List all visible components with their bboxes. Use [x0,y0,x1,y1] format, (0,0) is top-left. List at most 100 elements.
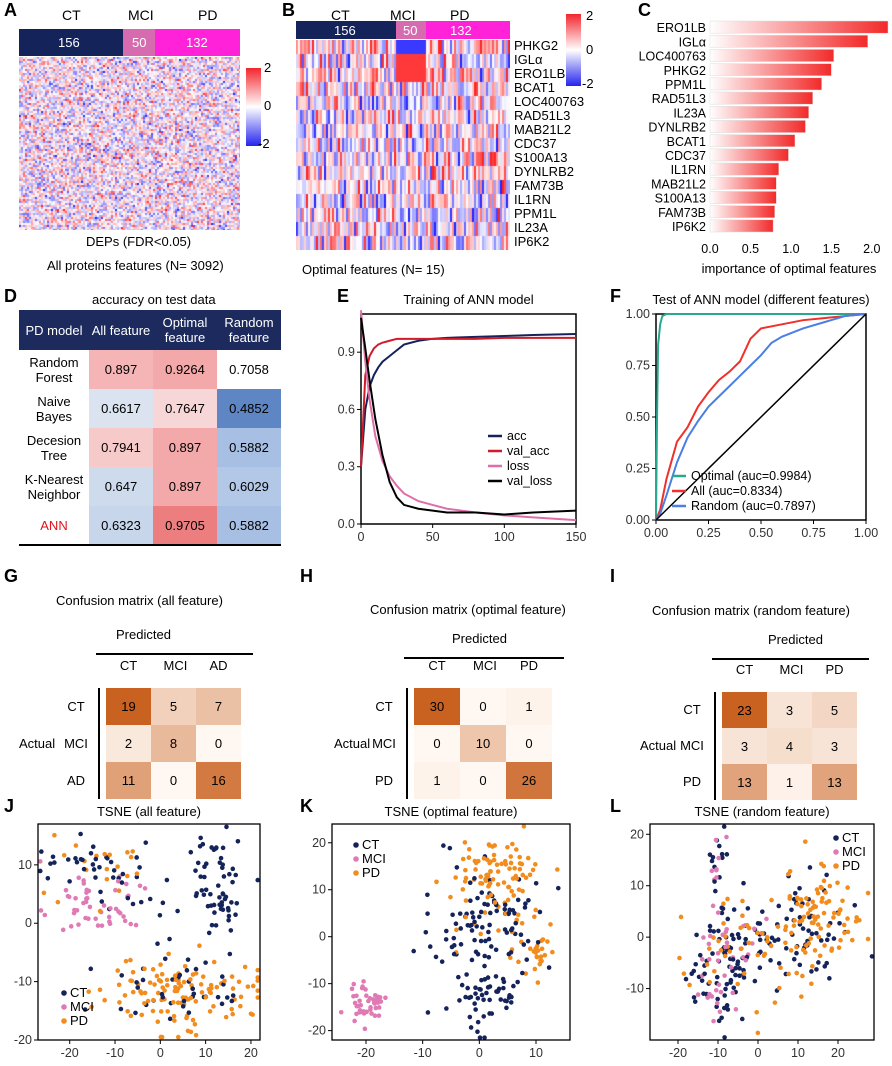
legend-label: val_acc [507,444,549,458]
accuracy-table-row: K-Nearest Neighbor 0.647 0.897 0.6029 [19,467,281,506]
tsne-point [707,933,713,939]
tsne-point [714,974,720,980]
tsne-point [467,880,473,885]
tsne-point [704,962,710,967]
tsne-point [227,871,232,877]
tsne-point [125,850,130,855]
tsne-point [460,887,466,892]
tsne-point [130,901,136,907]
tsne-point [742,941,748,946]
tsne-point [473,991,478,996]
tsne-point [533,907,538,913]
tsne-point [459,982,465,988]
tsne-point [812,903,817,909]
tsne-point [736,935,742,941]
tsne-point [137,883,143,889]
tsne-point [89,1004,94,1010]
y-tick-label: 0.00 [626,513,650,527]
importance-bar [709,120,806,133]
importance-bar-label: BCAT1 [667,135,706,149]
legend-label: All (auc=0.8334) [691,484,782,498]
legend-label: acc [507,429,526,443]
tsne-point [199,990,205,995]
tsne-point [810,899,815,905]
tsne-point [725,916,731,922]
tsne-point [739,1016,745,1022]
tsne-point [697,952,703,958]
series-line-val_acc [360,336,576,467]
tsne-point [841,922,847,928]
tsne-point [800,973,805,979]
tsne-point [814,967,819,972]
tsne-point [478,938,484,944]
tsne-point [142,990,148,996]
tsne-point [443,937,449,942]
tsne-point [518,932,524,938]
tsne-point [691,968,697,974]
tsne-point [360,984,365,989]
tsne-point [206,930,212,936]
tsne-point [716,855,721,861]
tsne-point [135,985,141,990]
tsne-point [473,949,479,955]
tsne-point [482,977,488,982]
tsne-point [752,978,758,984]
tsne-point [214,984,220,990]
tsne-point [354,993,359,999]
cm-cell: 11 [106,762,151,799]
header-optimal: Optimal feature [153,310,217,350]
x-tick-label: -10 [106,1046,124,1060]
tsne-point [55,899,61,905]
tsne-point [514,847,519,852]
tsne-point [816,960,821,965]
tsne-point [836,945,842,950]
tsne-point [167,1016,173,1022]
x-tick-label: 20 [244,1046,258,1060]
heatmap-a-bar-ct [19,29,123,56]
tsne-point [716,928,721,934]
tsne-point [211,1004,216,1009]
cm-row-label: PD [374,772,394,788]
tsne-point [177,972,183,978]
tsne-point [80,857,85,863]
tsne-point [530,867,536,873]
cm-col-label: AD [209,658,228,673]
tsne-point [531,949,537,954]
tsne-point [517,861,523,866]
tsne-point [111,868,117,873]
heatmap-b-gene-label: IL23A [514,220,548,235]
tsne-point [869,954,875,959]
tsne-point [484,872,489,878]
tsne-point [482,963,487,969]
tsne-point [821,910,827,916]
model-name: Decesion Tree [19,428,89,467]
tsne-point [234,900,240,906]
tsne-point [722,953,728,959]
x-tick-label: 0 [358,530,365,544]
accuracy-table: PD model All feature Optimal feature Ran… [19,310,281,546]
tsne-point [823,890,828,895]
header-all: All feature [89,310,153,350]
tsne-point [735,959,741,965]
tsne-point [206,986,212,992]
tsne-point [525,938,531,944]
tsne-point [808,936,814,941]
cm-left-rule [406,688,408,799]
cm-row-label: MCI [372,735,396,751]
tsne-point [73,843,79,848]
tsne-point [764,934,770,940]
tsne-point [456,974,461,980]
cm-cell: 26 [506,762,552,799]
cm-row-label: CT [67,698,85,714]
cm-title: Confusion matrix (all feature) [56,593,223,608]
tsne-point [180,995,186,1000]
cm-cell: 7 [196,688,241,725]
tsne-point [84,890,89,895]
tsne-point [835,880,840,886]
tsne-point [740,913,745,919]
tsne-point [224,995,230,1000]
tsne-point [78,831,83,837]
tsne-point [721,901,726,907]
importance-bar [709,205,775,219]
tsne-point [130,849,135,854]
